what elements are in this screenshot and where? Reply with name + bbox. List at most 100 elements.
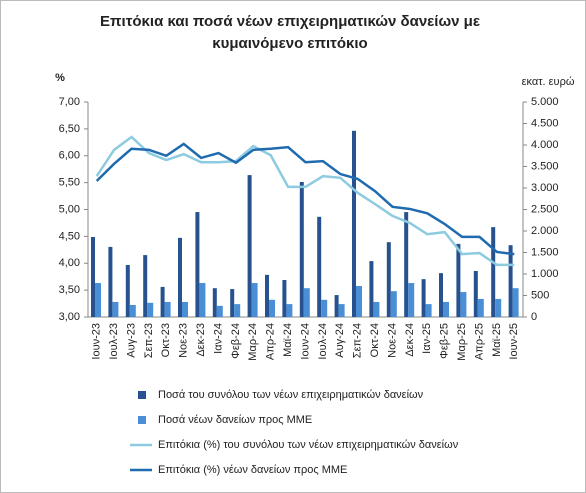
- legend-label: Ποσά νέων δανείων προς ΜΜΕ: [158, 414, 312, 426]
- bar: [125, 264, 130, 317]
- y2-tick-label: 4.000: [531, 139, 559, 151]
- y-tick-label: 7,00: [59, 96, 80, 108]
- x-tick-label: Απρ-25: [473, 323, 485, 360]
- legend-label: Επιτόκια (%) του συνόλου των νέων επιχει…: [158, 439, 459, 451]
- x-tick-label: Μαϊ-24: [282, 323, 294, 357]
- x-tick-label: Απρ-24: [265, 323, 277, 360]
- bar: [95, 283, 101, 317]
- bar: [317, 216, 322, 317]
- y-axis-label: %: [55, 72, 65, 84]
- bar: [251, 283, 258, 317]
- bar: [112, 301, 119, 317]
- x-tick-label: Ιουν-25: [508, 323, 520, 360]
- x-tick-label: Ιουλ-23: [108, 323, 120, 360]
- bar: [473, 270, 478, 317]
- bar: [404, 212, 409, 317]
- bar: [338, 304, 345, 317]
- y-tick-label: 4,00: [59, 257, 80, 269]
- bar: [247, 175, 252, 317]
- bar: [443, 301, 449, 317]
- y-tick-label: 4,50: [59, 230, 80, 242]
- x-tick-label: Δεκ-24: [404, 323, 416, 357]
- bar: [369, 261, 374, 317]
- bar: [460, 292, 467, 317]
- y-tick-label: 3,50: [59, 284, 80, 296]
- bar: [439, 273, 443, 317]
- legend-key: [138, 416, 146, 424]
- x-tick-label: Νοε-24: [386, 323, 398, 358]
- bar: [456, 243, 461, 317]
- bar: [491, 227, 496, 317]
- bar: [373, 301, 380, 317]
- x-tick-label: Μαϊ-25: [491, 323, 503, 357]
- y2-tick-label: 0: [531, 311, 537, 323]
- x-tick-label: Σεπ-23: [143, 323, 155, 358]
- bar: [321, 299, 328, 317]
- x-tick-label: Μαρ-24: [247, 323, 259, 361]
- bar: [234, 304, 241, 317]
- y2-tick-label: 2.000: [531, 225, 559, 237]
- legend-label: Ποσά του συνόλου των νέων επιχειρηματικώ…: [158, 389, 424, 401]
- bar: [129, 304, 136, 317]
- bar: [299, 181, 304, 317]
- x-tick-label: Φεβ-24: [230, 323, 242, 359]
- bar: [143, 255, 148, 317]
- y2-tick-label: 2.500: [531, 203, 559, 215]
- x-tick-label: Ιαν-25: [421, 323, 433, 354]
- bar: [265, 274, 269, 317]
- x-tick-label: Ιουλ-24: [317, 323, 329, 360]
- y2-tick-label: 500: [531, 289, 549, 301]
- bar: [352, 130, 356, 317]
- bar: [334, 295, 339, 317]
- y-tick-label: 6,00: [59, 150, 80, 162]
- bar: [164, 301, 171, 317]
- x-tick-label: Αυγ-23: [125, 323, 137, 358]
- y2-tick-label: 3.000: [531, 182, 559, 194]
- y2-axis-label: εκατ. ευρώ: [522, 76, 575, 88]
- bar: [408, 283, 415, 317]
- bar: [512, 288, 519, 317]
- bar: [230, 289, 235, 317]
- chart-title: Επιτόκια και ποσά νέων επιχειρηματικών δ…: [100, 13, 480, 30]
- x-tick-label: Σεπ-24: [352, 323, 364, 358]
- y2-tick-label: 3.500: [531, 160, 559, 172]
- bar: [386, 242, 391, 317]
- x-tick-label: Φεβ-25: [439, 323, 451, 359]
- bar: [508, 245, 513, 317]
- bar: [147, 302, 154, 317]
- bar: [425, 304, 432, 317]
- y-tick-label: 6,50: [59, 123, 80, 135]
- y2-tick-label: 4.500: [531, 117, 559, 129]
- y2-tick-label: 5.000: [531, 96, 559, 108]
- x-tick-label: Δεκ-23: [195, 323, 207, 357]
- x-tick-label: Ιουν-23: [91, 323, 103, 360]
- x-tick-label: Αυγ-24: [334, 323, 346, 358]
- bar: [495, 298, 502, 317]
- bar: [216, 305, 223, 317]
- x-tick-label: Μαρ-25: [456, 323, 468, 361]
- bar: [390, 291, 397, 317]
- bar: [182, 301, 188, 317]
- bar: [282, 280, 287, 317]
- y-tick-label: 5,00: [59, 203, 80, 215]
- line: [95, 142, 515, 256]
- y2-tick-label: 1.500: [531, 246, 559, 258]
- x-tick-label: Ιουν-24: [299, 323, 311, 360]
- bar: [356, 286, 362, 317]
- bar: [108, 246, 113, 317]
- bar: [195, 212, 200, 317]
- bar: [199, 283, 206, 317]
- x-tick-label: Οκτ-23: [160, 323, 172, 357]
- y-tick-label: 5,50: [59, 177, 80, 189]
- x-tick-label: Οκτ-24: [369, 323, 381, 357]
- bar: [212, 288, 217, 317]
- x-tick-label: Νοε-23: [178, 323, 190, 358]
- x-tick-label: Ιαν-24: [212, 323, 224, 354]
- legend-key: [138, 391, 146, 399]
- legend-label: Επιτόκια (%) νέων δανείων προς ΜΜΕ: [158, 464, 347, 476]
- bar: [477, 298, 484, 317]
- bar: [303, 288, 310, 317]
- y-tick-label: 3,00: [59, 311, 80, 323]
